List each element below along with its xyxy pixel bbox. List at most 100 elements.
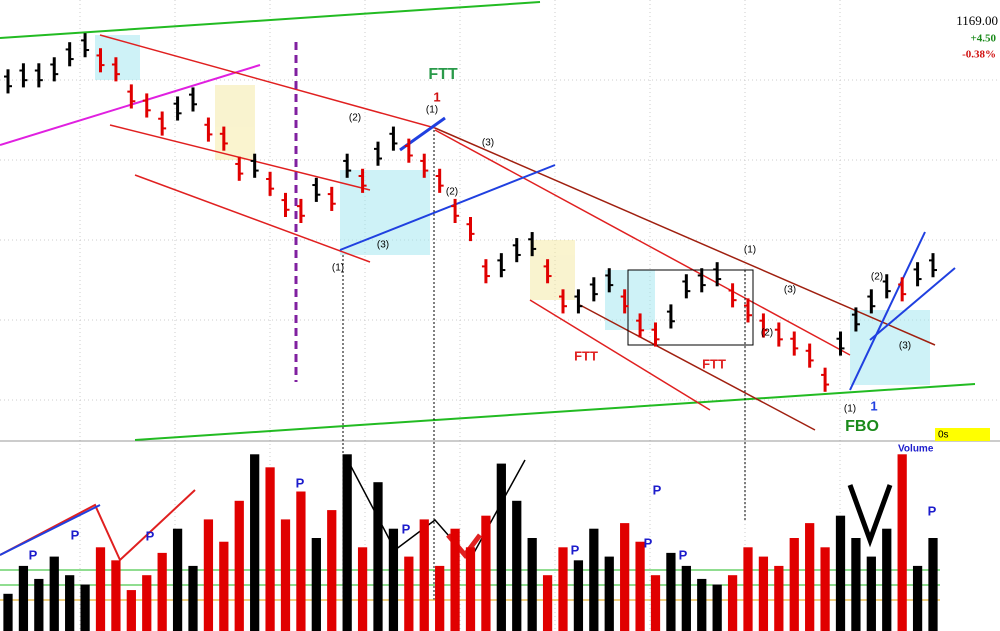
annotation: (2) xyxy=(871,272,883,283)
price-bars xyxy=(4,33,937,392)
annotation: FTT xyxy=(702,356,726,371)
trend-lines xyxy=(0,1,976,601)
volume-bar xyxy=(142,575,152,631)
volume-bar xyxy=(342,454,352,631)
annotation: (2) xyxy=(761,328,773,339)
price-change-pct: -0.38% xyxy=(962,49,996,61)
volume-bar xyxy=(712,584,722,631)
annotation: (2) xyxy=(349,113,361,124)
volume-bar xyxy=(774,565,784,631)
volume-bar xyxy=(743,547,753,631)
annotation: 1 xyxy=(433,89,440,104)
volume-bar xyxy=(835,515,846,631)
volume-bar xyxy=(234,500,244,631)
volume-label: Volume xyxy=(898,444,934,455)
annotations: FTT 1 (1) (2) (3) (2) (3) (1) FTT FTT (1… xyxy=(29,66,937,562)
volume-bar xyxy=(404,556,414,631)
volume-bar xyxy=(265,467,275,631)
annotation: (1) xyxy=(426,105,438,116)
volume-bar xyxy=(465,547,476,631)
volume-bar xyxy=(912,565,923,631)
volume-bar xyxy=(851,538,861,631)
last-price: 1169.00 xyxy=(956,13,998,28)
volume-bar xyxy=(805,523,815,631)
volume-bar xyxy=(589,528,599,631)
annotation: P xyxy=(146,528,155,543)
volume-bar xyxy=(727,575,738,631)
volume-bar xyxy=(573,560,584,631)
volume-bar xyxy=(681,565,691,631)
volume-bar xyxy=(820,547,830,631)
annotation: P xyxy=(71,527,80,542)
volume-bar xyxy=(219,541,229,631)
volume-bar xyxy=(496,463,506,631)
volume-bar xyxy=(512,500,522,631)
volume-bar xyxy=(296,491,306,631)
volume-bar xyxy=(450,528,460,631)
annotation: P xyxy=(928,503,937,518)
annotation: (2) xyxy=(446,187,458,198)
volume-bar xyxy=(789,538,799,631)
volume-bar xyxy=(758,556,769,631)
volume-bar xyxy=(203,519,214,631)
volume-bar xyxy=(373,482,383,631)
price-change: +4.50 xyxy=(970,33,996,45)
volume-bar xyxy=(280,519,291,631)
volume-bar xyxy=(357,547,368,631)
annotation: P xyxy=(644,535,653,550)
volume-bar xyxy=(697,578,707,631)
annotation: (1) xyxy=(744,245,756,256)
annotation: (1) xyxy=(332,263,344,274)
volume-bar xyxy=(327,510,337,631)
volume-bar xyxy=(250,454,260,631)
volume-bar xyxy=(3,593,13,631)
volume-bar xyxy=(604,556,614,631)
volume-bar xyxy=(419,519,429,631)
volume-bar xyxy=(311,538,321,631)
volume-bar xyxy=(95,547,106,631)
annotation: (3) xyxy=(784,285,796,296)
volume-bar xyxy=(188,565,198,631)
annotation: P xyxy=(571,542,580,557)
annotation: (3) xyxy=(377,240,389,251)
annotation: (3) xyxy=(899,341,911,352)
volume-bar xyxy=(18,565,29,631)
volume-bars xyxy=(3,454,938,631)
volume-bar xyxy=(80,584,90,631)
volume-bar xyxy=(882,528,892,631)
volume-bar xyxy=(620,523,630,631)
volume-bar xyxy=(897,454,907,631)
volume-bar xyxy=(650,575,661,631)
volume-bar xyxy=(111,560,121,631)
annotation: P xyxy=(653,482,662,497)
annotation: FBO xyxy=(845,418,879,435)
volume-bar xyxy=(542,575,553,631)
annotation: FTT xyxy=(574,348,598,363)
volume-bar xyxy=(388,528,399,631)
annotation: (1) xyxy=(844,404,856,415)
volume-bar xyxy=(558,547,568,631)
annotation: P xyxy=(679,547,688,562)
shading xyxy=(95,35,930,385)
timer: 0s xyxy=(938,430,949,441)
volume-bar xyxy=(172,528,183,631)
annotation: 1 xyxy=(870,398,877,413)
volume-bar xyxy=(866,556,876,631)
annotation: FTT xyxy=(428,66,458,83)
volume-bar xyxy=(65,575,75,631)
volume-bar xyxy=(635,541,645,631)
annotation: P xyxy=(29,547,38,562)
annotation: P xyxy=(296,475,305,490)
volume-bar xyxy=(928,538,938,631)
volume-bar xyxy=(126,590,136,631)
annotation: P xyxy=(402,521,411,536)
volume-bar xyxy=(49,556,59,631)
volume-bar xyxy=(157,552,167,631)
volume-bar xyxy=(481,515,491,631)
annotation: (3) xyxy=(482,138,494,149)
volume-bar xyxy=(34,578,44,631)
volume-bar xyxy=(666,552,676,631)
volume-bar xyxy=(435,565,445,631)
